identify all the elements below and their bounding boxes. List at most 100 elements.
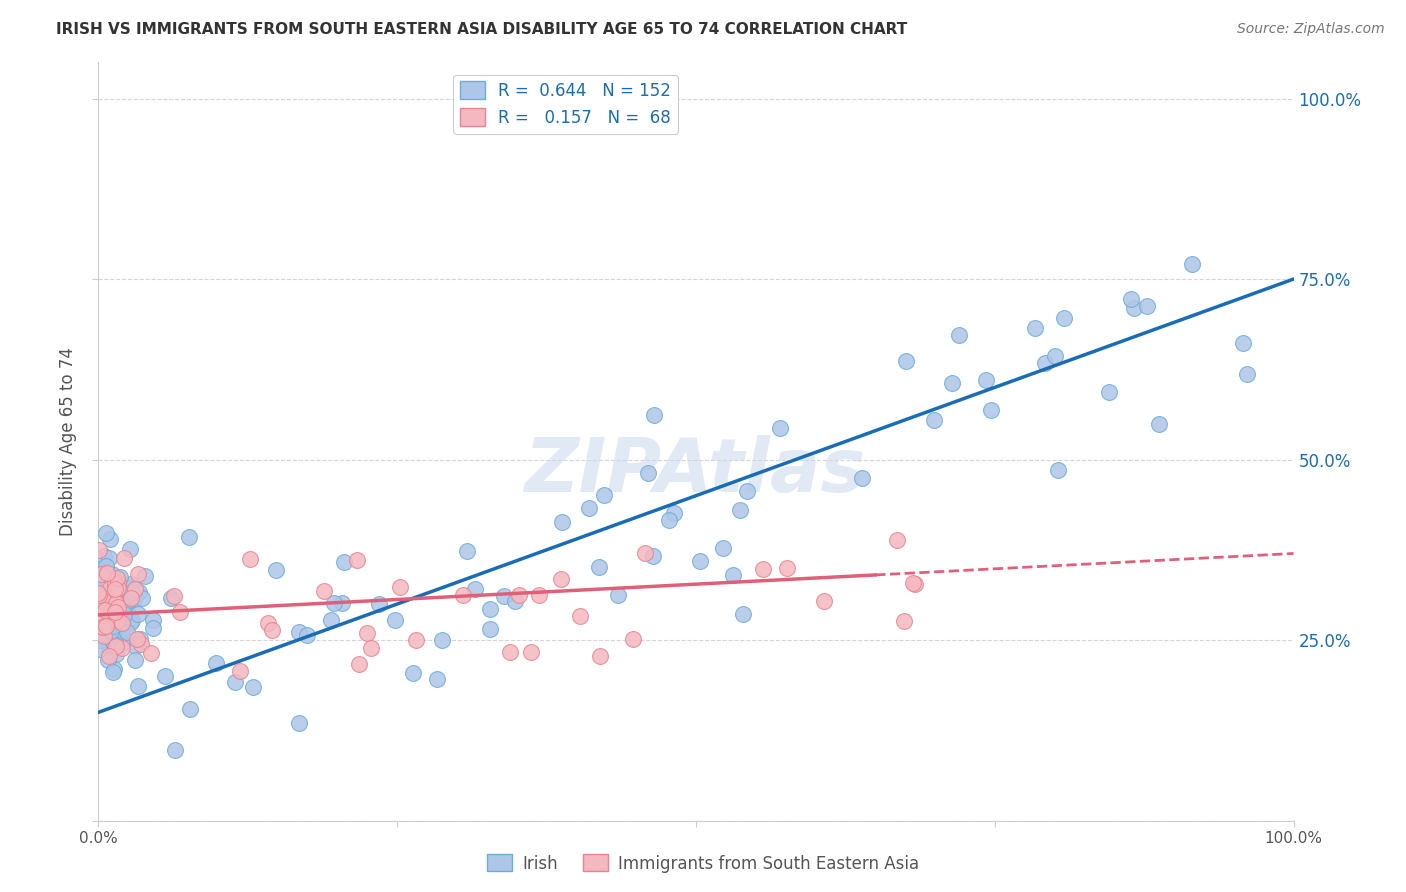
Point	[93, 619, 115, 633]
Point	[87, 551, 110, 566]
Point	[111, 582, 134, 597]
Point	[1136, 299, 1159, 313]
Point	[111, 616, 134, 631]
Point	[90, 632, 112, 647]
Point	[478, 602, 501, 616]
Point	[98, 581, 121, 595]
Point	[115, 608, 138, 623]
Point	[904, 576, 927, 591]
Point	[426, 672, 449, 686]
Point	[103, 598, 125, 612]
Point	[901, 575, 924, 590]
Point	[93, 629, 115, 643]
Point	[1047, 463, 1070, 477]
Point	[1123, 301, 1146, 315]
Point	[91, 574, 114, 589]
Point	[115, 595, 138, 609]
Point	[1098, 385, 1121, 400]
Point	[96, 584, 118, 599]
Point	[550, 516, 572, 530]
Point	[87, 610, 110, 624]
Point	[1236, 367, 1258, 381]
Point	[129, 632, 152, 647]
Point	[312, 584, 335, 599]
Point	[607, 588, 630, 602]
Point	[94, 606, 117, 620]
Point	[204, 656, 226, 670]
Point	[96, 590, 118, 604]
Point	[508, 588, 530, 602]
Point	[97, 603, 120, 617]
Point	[179, 702, 201, 716]
Legend: R =  0.644   N = 152, R =   0.157   N =  68: R = 0.644 N = 152, R = 0.157 N = 68	[453, 75, 678, 134]
Point	[169, 605, 191, 619]
Point	[97, 633, 120, 648]
Point	[93, 566, 115, 581]
Point	[141, 646, 163, 660]
Point	[120, 542, 142, 557]
Point	[91, 604, 114, 618]
Point	[127, 632, 149, 646]
Point	[643, 409, 665, 423]
Point	[107, 576, 129, 591]
Point	[347, 657, 370, 671]
Point	[941, 376, 963, 390]
Point	[89, 575, 111, 590]
Point	[110, 618, 132, 632]
Point	[96, 593, 118, 607]
Point	[115, 580, 138, 594]
Point	[229, 664, 252, 678]
Point	[118, 593, 141, 607]
Point	[108, 570, 131, 584]
Point	[127, 607, 149, 621]
Point	[97, 588, 120, 602]
Point	[107, 581, 129, 595]
Point	[91, 607, 114, 622]
Point	[976, 373, 998, 387]
Point	[105, 596, 128, 610]
Point	[120, 615, 142, 629]
Point	[87, 542, 110, 557]
Point	[104, 577, 127, 591]
Point	[87, 619, 110, 633]
Point	[124, 582, 146, 596]
Point	[1024, 321, 1046, 335]
Point	[346, 553, 368, 567]
Point	[1119, 292, 1142, 306]
Point	[98, 532, 121, 546]
Point	[922, 413, 945, 427]
Text: Source: ZipAtlas.com: Source: ZipAtlas.com	[1237, 22, 1385, 37]
Point	[948, 327, 970, 342]
Point	[89, 599, 111, 614]
Point	[103, 637, 125, 651]
Legend: Irish, Immigrants from South Eastern Asia: Irish, Immigrants from South Eastern Asi…	[481, 847, 925, 880]
Point	[224, 675, 246, 690]
Point	[886, 533, 908, 547]
Point	[89, 642, 111, 657]
Point	[360, 641, 382, 656]
Point	[641, 549, 664, 563]
Point	[98, 597, 121, 611]
Point	[367, 597, 389, 611]
Point	[98, 640, 121, 654]
Point	[117, 607, 139, 621]
Point	[111, 599, 134, 614]
Point	[129, 637, 152, 651]
Point	[98, 593, 121, 607]
Point	[405, 633, 427, 648]
Point	[634, 546, 657, 560]
Point	[128, 585, 150, 599]
Point	[388, 580, 411, 594]
Point	[776, 561, 799, 575]
Point	[101, 619, 124, 633]
Point	[127, 567, 149, 582]
Point	[115, 624, 138, 639]
Point	[104, 608, 127, 623]
Point	[163, 742, 186, 756]
Point	[104, 648, 127, 662]
Point	[588, 560, 610, 574]
Point	[124, 653, 146, 667]
Point	[108, 587, 131, 601]
Point	[90, 576, 112, 591]
Point	[733, 607, 755, 621]
